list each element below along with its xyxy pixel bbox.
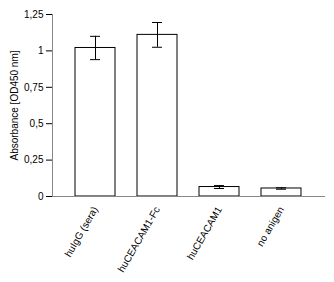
svg-text:huIgG (sera): huIgG (sera) xyxy=(62,205,100,259)
svg-text:0,25: 0,25 xyxy=(24,154,44,165)
svg-text:1,25: 1,25 xyxy=(24,9,44,20)
svg-text:no anigen: no anigen xyxy=(255,205,286,249)
svg-text:huCEACAM1-Fc: huCEACAM1-Fc xyxy=(116,205,162,275)
svg-text:0: 0 xyxy=(38,191,44,202)
svg-text:0,5: 0,5 xyxy=(30,118,44,129)
svg-text:1: 1 xyxy=(38,45,44,56)
svg-text:huCEACAM1: huCEACAM1 xyxy=(185,204,224,261)
svg-text:0,75: 0,75 xyxy=(24,82,44,93)
svg-text:Absorbance [OD450 nm]: Absorbance [OD450 nm] xyxy=(9,50,20,160)
